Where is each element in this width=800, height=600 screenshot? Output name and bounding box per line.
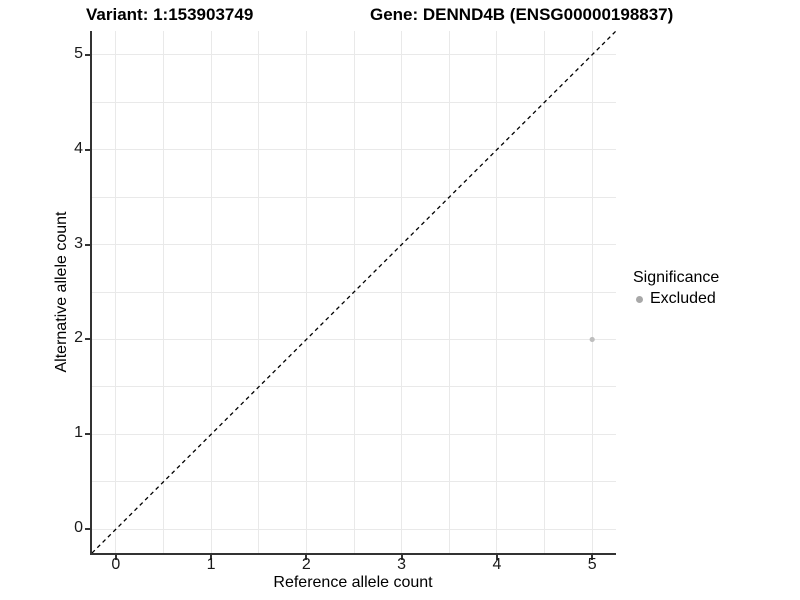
y-tick-label: 3 (74, 234, 83, 252)
gridline-horizontal (92, 196, 616, 198)
y-tick-mark (85, 243, 90, 246)
plot-layer (92, 31, 616, 553)
x-tick-label: 5 (587, 556, 597, 573)
legend-title: Significance (633, 269, 720, 286)
y-tick-mark (85, 53, 90, 56)
y-tick-label: 5 (74, 44, 83, 62)
y-tick-label: 2 (74, 329, 83, 347)
gridline-horizontal (92, 54, 616, 56)
gridline-horizontal (92, 101, 616, 103)
x-tick-label: 4 (492, 556, 502, 573)
y-tick-label: 4 (74, 139, 83, 157)
x-tick-mark (210, 555, 213, 560)
legend-item-label: Excluded (650, 290, 716, 307)
x-tick-label: 3 (397, 556, 407, 573)
x-axis-title: Reference allele count (273, 574, 433, 591)
y-tick-mark (85, 338, 90, 341)
gridline-horizontal (92, 149, 616, 151)
identity-dashed-line (92, 31, 616, 553)
y-tick-mark (85, 148, 90, 151)
gene-title: Gene: DENND4B (ENSG00000198837) (370, 5, 674, 24)
y-tick-label: 1 (74, 424, 83, 442)
x-tick-label: 0 (111, 556, 121, 573)
x-tick-mark (591, 555, 594, 560)
x-tick-mark (305, 555, 308, 560)
plot-panel (90, 31, 616, 555)
legend-item-excluded: Excluded (631, 290, 719, 308)
x-tick-mark (400, 555, 403, 560)
gridline-horizontal (92, 481, 616, 483)
x-tick-label: 1 (206, 556, 216, 573)
data-point-excluded (589, 336, 595, 343)
y-tick-mark (85, 528, 90, 531)
x-tick-mark (114, 555, 117, 560)
y-tick-label: 0 (74, 519, 83, 537)
legend: Significance Excluded (631, 269, 719, 308)
gridline-horizontal (92, 386, 616, 388)
legend-key-point-icon (636, 295, 643, 303)
gridline-horizontal (92, 338, 616, 340)
x-tick-label: 2 (301, 556, 311, 573)
gridline-horizontal (92, 244, 616, 246)
y-tick-mark (85, 433, 90, 436)
x-tick-mark (495, 555, 498, 560)
variant-title: Variant: 1:153903749 (86, 5, 254, 24)
gridline-horizontal (92, 528, 616, 530)
gridline-horizontal (92, 433, 616, 435)
